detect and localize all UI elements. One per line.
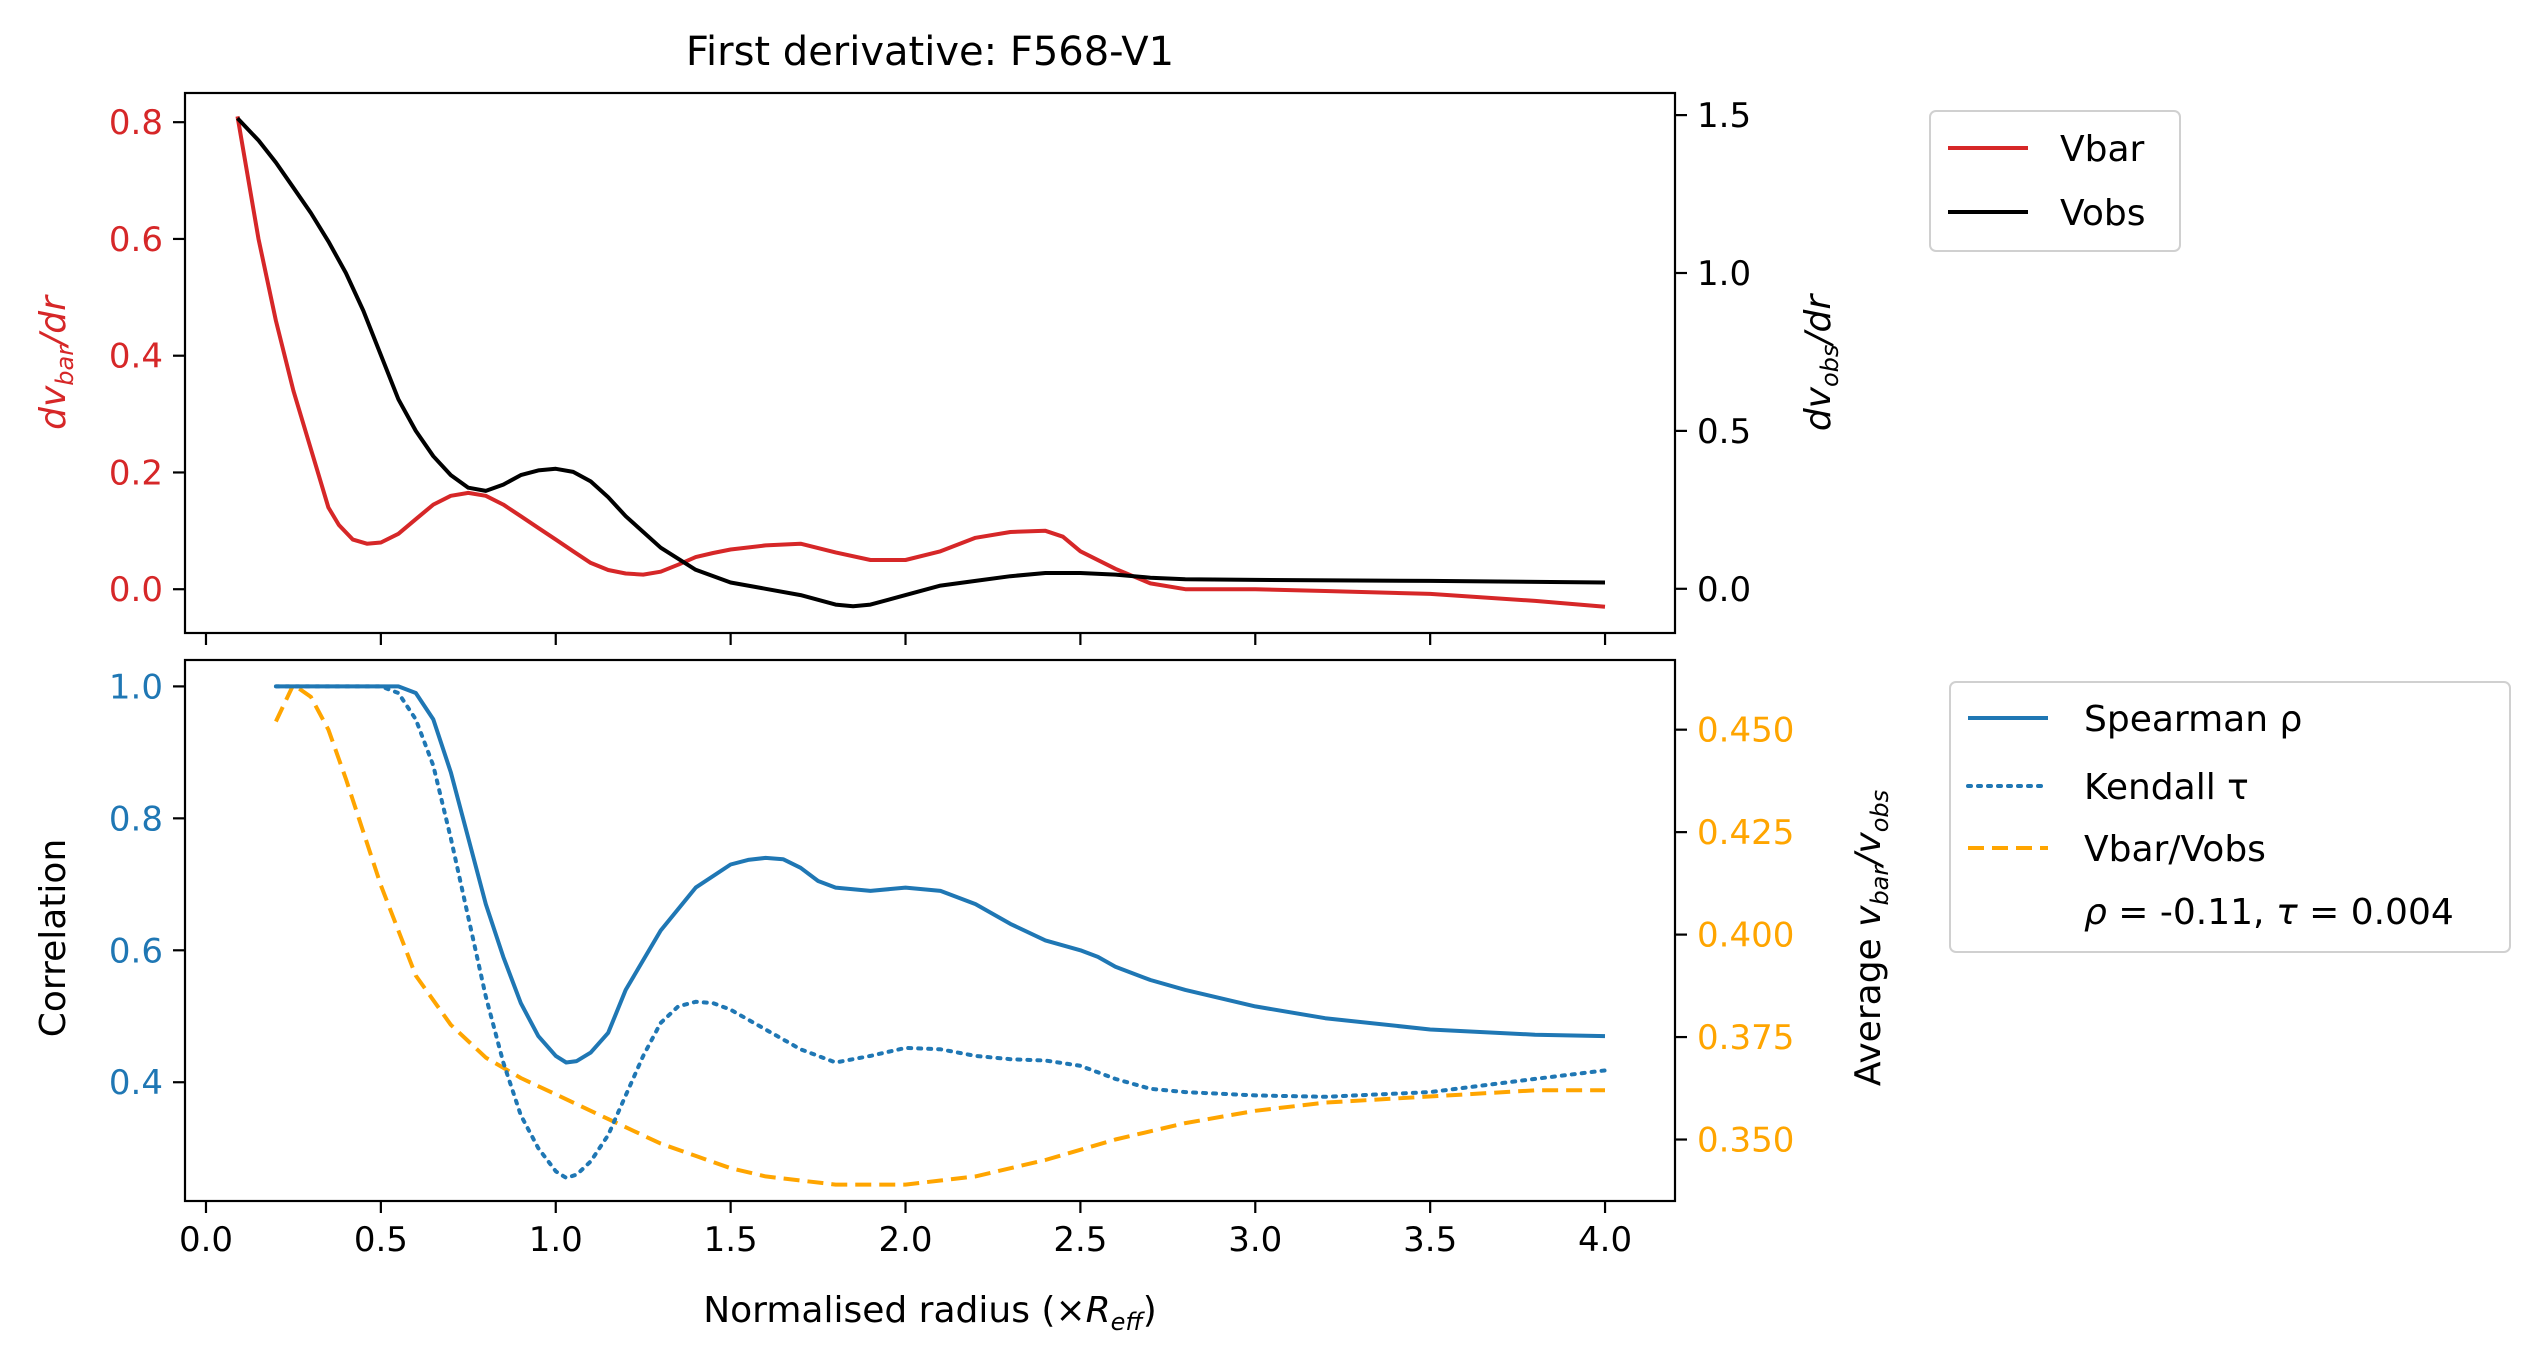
top-left-y-tick-label: 0.2 (109, 453, 163, 493)
bottom-y-ticks-right: 0.350 0.375 0.400 0.425 0.450 (1675, 711, 1794, 1161)
top-right-y-tick-label: 0.0 (1697, 570, 1751, 610)
chart-title: First derivative: F568-V1 (686, 29, 1174, 75)
bottom-series-ratio (274, 682, 1605, 1187)
top-left-y-tick-label: 0.4 (109, 337, 163, 377)
top-series-vobs (236, 116, 1606, 609)
bottom-x-label: Normalised radius (×Reff) (703, 1290, 1157, 1336)
bottom-axes-frame (183, 658, 1677, 1203)
bottom-series-kendall (273, 684, 1607, 1180)
series-line-spearman (275, 684, 1606, 1065)
bottom-x-tick-label: 1.5 (704, 1220, 758, 1260)
series-line-vbar-vobs (274, 682, 1605, 1187)
top-x-ticks (204, 633, 1607, 645)
bottom-x-ticks: 0.0 0.5 1.0 1.5 2.0 2.5 3.0 3.5 4.0 (179, 1201, 1632, 1260)
bottom-x-tick-label: 4.0 (1578, 1220, 1632, 1260)
bottom-left-y-tick-label: 0.6 (109, 931, 163, 971)
top-y-label-right: dvobs/dr (1798, 293, 1844, 432)
bottom-right-y-tick-label: 0.425 (1697, 813, 1794, 853)
bottom-y-ticks-left: 0.4 0.6 0.8 1.0 (109, 667, 185, 1103)
legend-label-ratio: Vbar/Vobs (2084, 829, 2266, 870)
bottom-legend: Spearman ρ Kendall τ Vbar/Vobs ρ = -0.11… (1949, 681, 2511, 953)
top-y-ticks-left: 0.0 0.2 0.4 0.6 0.8 (109, 103, 185, 610)
bottom-x-tick-label: 1.0 (529, 1220, 583, 1260)
bottom-right-y-tick-label: 0.450 (1697, 711, 1794, 751)
legend-label-spearman: Spearman ρ (2084, 699, 2302, 740)
legend-label-kendall: Kendall τ (2084, 767, 2249, 808)
bottom-x-tick-label: 3.0 (1228, 1220, 1282, 1260)
bottom-legend-box (1949, 681, 2511, 953)
bottom-y-label-left: Correlation (33, 839, 74, 1038)
bottom-series-spearman (275, 684, 1606, 1065)
bottom-y-label-right: Average vbar/vobs (1848, 790, 1894, 1086)
bottom-x-tick-label: 3.5 (1403, 1220, 1457, 1260)
bottom-left-y-tick-label: 1.0 (109, 667, 163, 707)
top-axes-frame (183, 91, 1677, 635)
bottom-right-y-tick-label: 0.400 (1697, 916, 1794, 956)
series-line-vbar (235, 116, 1606, 609)
legend-label-vbar: Vbar (2060, 129, 2145, 170)
bottom-right-y-tick-label: 0.350 (1697, 1121, 1794, 1161)
legend-annotation: ρ = -0.11, τ = 0.004 (2084, 892, 2454, 933)
bottom-right-y-tick-label: 0.375 (1697, 1018, 1794, 1058)
top-right-y-tick-label: 1.5 (1697, 96, 1751, 136)
legend-label-vobs: Vobs (2060, 193, 2145, 234)
top-right-y-tick-label: 1.0 (1697, 254, 1751, 294)
series-line-kendall (273, 684, 1607, 1180)
bottom-x-tick-label: 0.0 (179, 1220, 233, 1260)
bottom-x-tick-label: 0.5 (354, 1220, 408, 1260)
top-y-ticks-right: 0.0 0.5 1.0 1.5 (1675, 96, 1751, 610)
top-legend: Vbar Vobs (1929, 110, 2181, 252)
top-left-y-tick-label: 0.0 (109, 570, 163, 610)
bottom-x-tick-label: 2.0 (878, 1220, 932, 1260)
top-left-y-tick-label: 0.8 (109, 103, 163, 143)
bottom-x-tick-label: 2.5 (1053, 1220, 1107, 1260)
bottom-panel: 0.0 0.5 1.0 1.5 2.0 2.5 3.0 3.5 4.0 0.4 0.6 0.8 1.0… (33, 658, 2511, 1336)
top-panel: 0.0 0.2 0.4 0.6 0.8 0.0 0.5 1.0 1.5 dvbar/dr dv… (33, 91, 2181, 645)
top-right-y-tick-label: 0.5 (1697, 412, 1751, 452)
top-y-label-left: dvbar/dr (33, 294, 79, 430)
bottom-left-y-tick-label: 0.4 (109, 1063, 163, 1103)
bottom-left-y-tick-label: 0.8 (109, 799, 163, 839)
top-left-y-tick-label: 0.6 (109, 220, 163, 260)
series-line-vobs (236, 116, 1606, 609)
top-series-vbar (235, 116, 1606, 609)
